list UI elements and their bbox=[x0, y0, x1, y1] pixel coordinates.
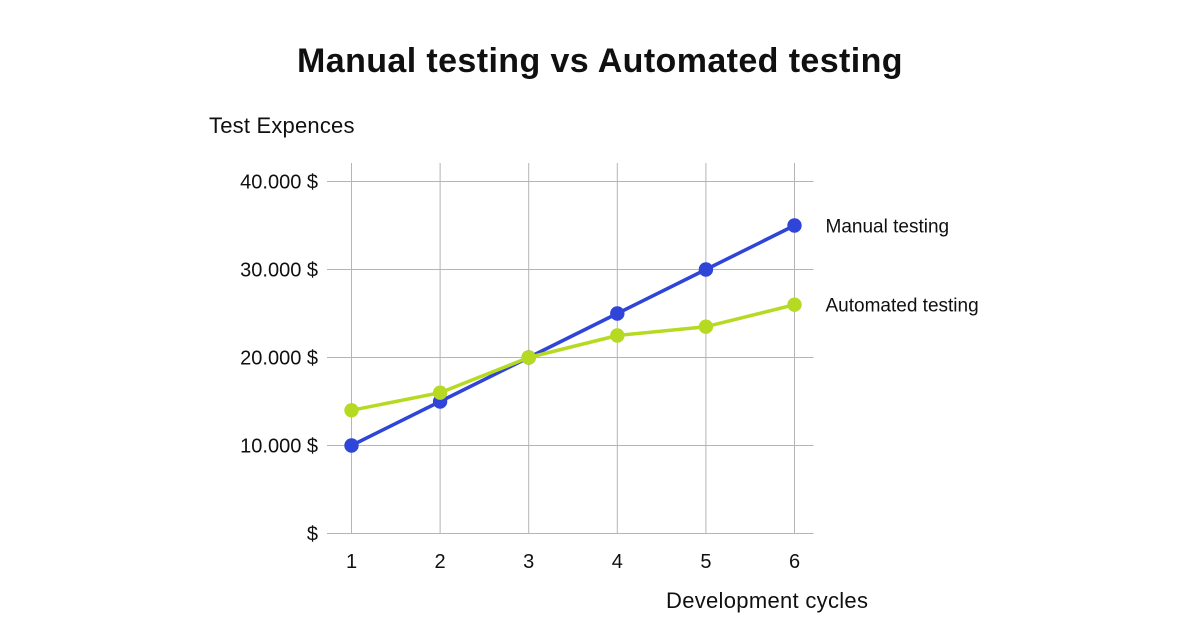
data-point bbox=[610, 328, 625, 343]
series-line bbox=[349, 302, 797, 413]
legend-label: Manual testing bbox=[826, 217, 950, 238]
data-point bbox=[698, 319, 714, 334]
y-tick-label: 20.000 $ bbox=[240, 348, 318, 370]
data-point bbox=[521, 350, 536, 365]
data-point bbox=[787, 297, 802, 312]
x-tick-label: 1 bbox=[346, 551, 357, 573]
data-point bbox=[698, 262, 714, 277]
data-point bbox=[344, 438, 359, 453]
x-axis-title: Development cycles bbox=[666, 588, 869, 613]
y-tick-label: 30.000 $ bbox=[240, 260, 318, 282]
data-point bbox=[432, 385, 448, 400]
series-line bbox=[349, 223, 797, 448]
x-tick-label: 3 bbox=[523, 551, 534, 573]
chart-title: Manual testing vs Automated testing bbox=[297, 42, 903, 80]
legend-label: Automated testing bbox=[826, 296, 979, 317]
x-tick-label: 5 bbox=[700, 551, 711, 573]
x-tick-label: 6 bbox=[789, 551, 800, 573]
y-axis-title: Test Expences bbox=[209, 113, 355, 138]
x-tick-label: 4 bbox=[612, 551, 623, 573]
data-point bbox=[344, 403, 359, 418]
data-point bbox=[787, 218, 802, 233]
y-tick-label: 10.000 $ bbox=[240, 436, 318, 458]
x-tick-label: 2 bbox=[435, 551, 446, 573]
y-tick-label: 40.000 $ bbox=[240, 172, 318, 194]
data-point bbox=[610, 306, 625, 321]
y-tick-label: $ bbox=[307, 524, 318, 546]
